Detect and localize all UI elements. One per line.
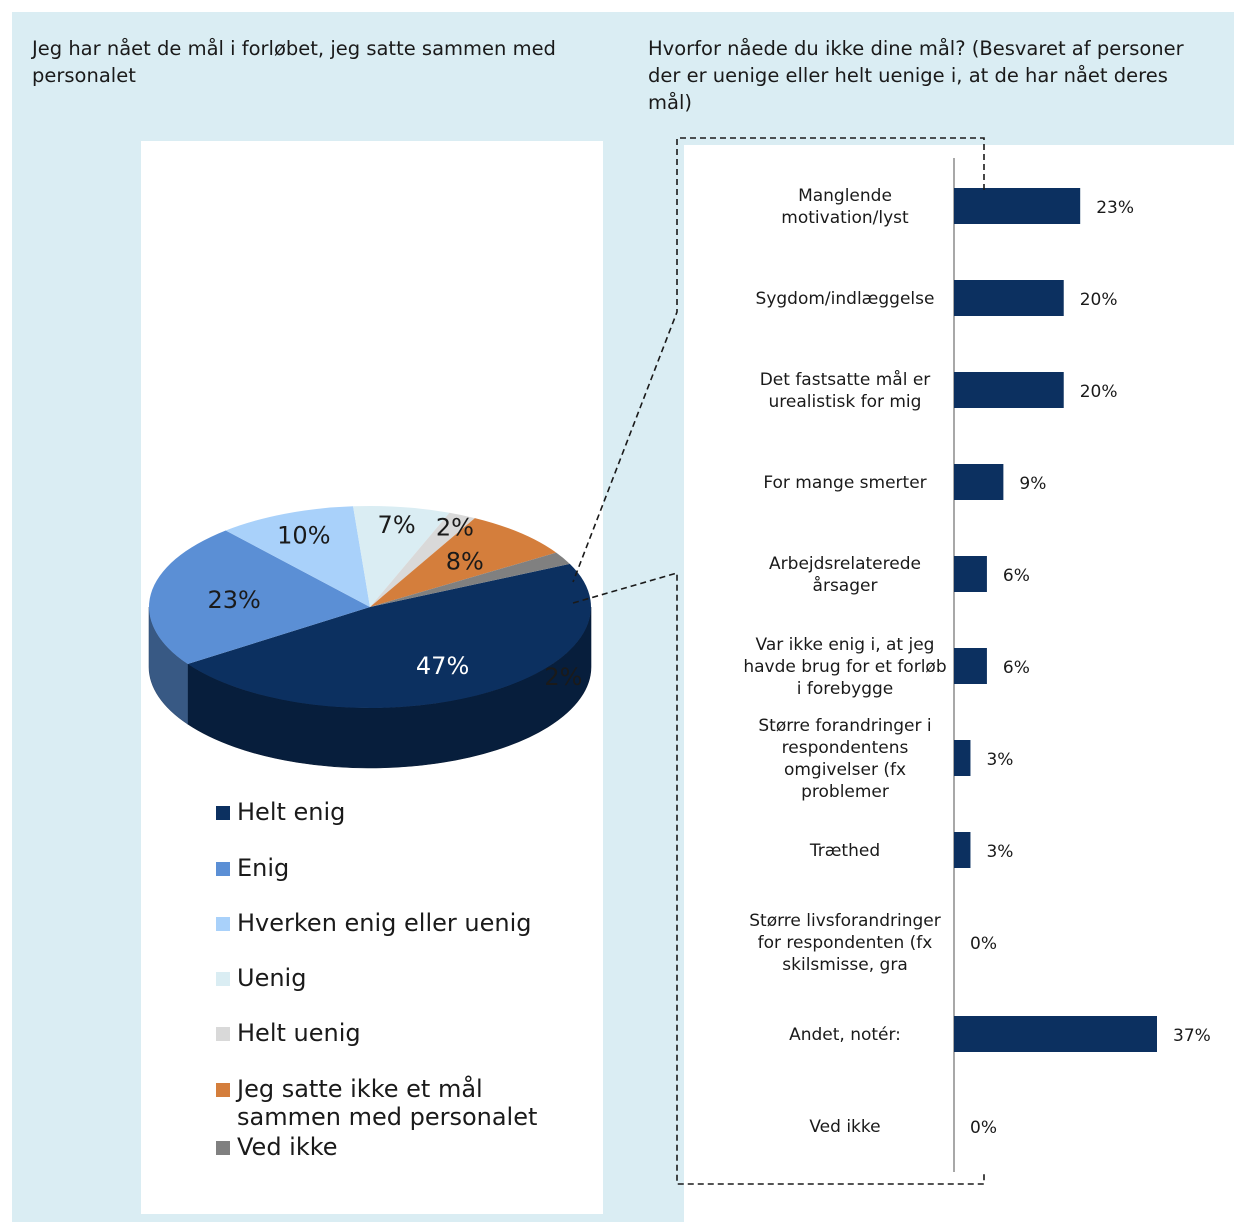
bar-value-label: 20% (1080, 382, 1118, 402)
bar-category-label: Arbejdsrelaterede årsager (769, 554, 921, 596)
bar-value-label: 9% (1019, 474, 1046, 494)
legend-swatch (216, 1083, 230, 1097)
bar-value-label: 20% (1080, 290, 1118, 310)
bar-for-mange-smerter (954, 464, 1004, 500)
bar-value-label: 3% (986, 750, 1013, 770)
legend-label: Helt enig (237, 798, 346, 826)
bar-value-label: 3% (986, 842, 1013, 862)
connector-lines (572, 137, 985, 1185)
bar-value-label: 37% (1173, 1026, 1211, 1046)
bar-chart-title: Hvorfor nåede du ikke dine mål? (Besvare… (648, 37, 1184, 114)
connector-upper (572, 137, 985, 583)
legend-item-helt-enig: Helt enig (216, 798, 567, 826)
bar-value-label: 6% (1003, 566, 1030, 586)
legend-item-jeg-satte-ikke-et-mal-sammen-med-personalet: Jeg satte ikke et mål sammen med persona… (216, 1075, 567, 1131)
pie-label-helt-enig: 47% (416, 652, 469, 680)
pie-slice-helt-uenig (370, 512, 475, 607)
bar-category-label: Større livsforandringer for respondenten … (749, 911, 940, 975)
bar-category-label: Sygdom/indlæggelse (756, 289, 935, 309)
bar-manglende-motivation-lyst (954, 188, 1081, 224)
pie-chart: 47% 23% 10% 7% 2% 8% 2% (148, 506, 592, 769)
bar-category-label: Manglende motivation/lyst (781, 186, 909, 228)
pie-label-helt-uenig: 2% (436, 514, 474, 542)
pie-label-uenig: 7% (378, 511, 416, 539)
legend-label: Enig (237, 854, 290, 882)
bar-category-label: Ved ikke (809, 1117, 880, 1137)
chart-panel: Jeg har nået de mål i forløbet, jeg satt… (12, 12, 1234, 1222)
legend-item-enig: Enig (216, 854, 567, 882)
bar-category-label: Træthed (809, 841, 880, 861)
legend-label: Helt uenig (237, 1019, 361, 1047)
pie-slice-hverken-enig-eller-uenig (225, 506, 370, 607)
legend-label: Jeg satte ikke et mål sammen med persona… (237, 1075, 538, 1131)
bar-value-label: 0% (970, 934, 997, 954)
bar-sygdom-indlaeggelse (954, 280, 1064, 316)
pie-slice-helt-enig (187, 563, 592, 709)
connector-lower (572, 571, 985, 1185)
legend-item-hverken-enig-eller-uenig: Hverken enig eller uenig (216, 909, 567, 937)
legend-swatch (216, 862, 230, 876)
bar-var-ikke-enig-i-at-jeg-havde-brug-for-et-forlob-i-forebygge (954, 648, 987, 684)
bar-category-label: Var ikke enig i, at jeg havde brug for et… (743, 635, 946, 699)
pie-label-hverken-enig-eller-uenig: 10% (277, 521, 330, 549)
legend-item-helt-uenig: Helt uenig (216, 1019, 567, 1047)
bar-category-label: Andet, notér: (789, 1025, 901, 1045)
legend-label: Hverken enig eller uenig (237, 909, 532, 937)
legend-label: Ved ikke (237, 1133, 338, 1161)
pie-chart-title: Jeg har nået de mål i forløbet, jeg satt… (32, 37, 556, 87)
pie-label-jeg-satte-ikke-et-mal-sammen-med-personalet: 8% (446, 547, 484, 575)
pie-slice-ved-ikke (370, 552, 570, 607)
pie-slice-enig (148, 530, 370, 665)
pie-slice-uenig (353, 506, 450, 607)
bar-value-label: 6% (1003, 658, 1030, 678)
bar-value-label: 0% (970, 1118, 997, 1138)
bar-category-label: Større forandringer i respondentens omgive… (758, 716, 931, 802)
legend-swatch (216, 1141, 230, 1155)
bar-arbejdsrelaterede-arsager (954, 556, 987, 592)
bar-traethed (954, 832, 971, 868)
bar-category-label: For mange smerter (763, 473, 926, 493)
legend-swatch (216, 806, 230, 820)
legend-item-uenig: Uenig (216, 964, 567, 992)
chart-svg: 47% 23% 10% 7% 2% 8% 2% 23% Manglende motivation… (148, 137, 1211, 1185)
pie-slice-jeg-satte-ikke-et-mal-sammen-med-personalet (370, 518, 557, 607)
bar-value-label: 23% (1096, 198, 1134, 218)
legend-label: Uenig (237, 964, 307, 992)
bar-category-label: Det fastsatte mål er urealistisk for mig (760, 369, 931, 412)
bar-storre-forandringer-i-respondentens-omgivelser-fx-problemer (954, 740, 971, 776)
pie-label-ved-ikke: 2% (544, 663, 582, 691)
bar-chart: 23% Manglende motivation/lyst 20% Sygdom/ind… (743, 158, 1211, 1172)
bar-det-fastsatte-mal-er-urealistisk-for-mig (954, 372, 1064, 408)
legend-swatch (216, 917, 230, 931)
bar-andet-noter (954, 1016, 1157, 1052)
legend-item-ved-ikke: Ved ikke (216, 1133, 567, 1161)
legend-swatch (216, 972, 230, 986)
pie-label-enig: 23% (207, 586, 260, 614)
legend-swatch (216, 1027, 230, 1041)
